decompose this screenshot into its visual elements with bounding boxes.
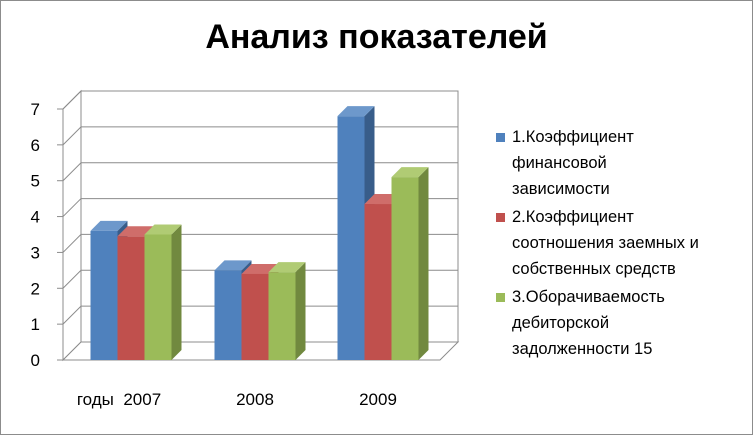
side-wall (62, 89, 82, 362)
y-tick-label: 3 (31, 243, 40, 262)
bar-top (144, 224, 182, 235)
gridline (62, 198, 458, 217)
gridline (62, 269, 458, 289)
legend-swatch (496, 133, 505, 142)
x-tick-label: годы 2007 (77, 390, 161, 409)
bar (268, 272, 296, 360)
bar-top (268, 262, 306, 273)
bar (241, 273, 269, 360)
y-tick-label: 4 (31, 208, 40, 227)
legend-item: 1.Коэффициент финансовой зависимости (492, 124, 747, 202)
x-tick-label: 2008 (236, 390, 274, 409)
bar-top (90, 220, 128, 231)
gridline (62, 305, 458, 325)
y-tick-label: 1 (31, 315, 40, 334)
y-tick-label: 6 (31, 136, 40, 155)
bar-top (214, 260, 252, 271)
bar-top (337, 106, 375, 117)
bar (337, 116, 365, 361)
y-tick-label: 0 (31, 351, 40, 370)
y-tick-label: 5 (31, 172, 40, 191)
legend-item: 2.Коэффициент соотношения заемных и собс… (492, 204, 747, 282)
bar (90, 230, 118, 360)
bar (117, 236, 145, 360)
legend-label: 1.Коэффициент финансовой зависимости (512, 128, 634, 198)
x-tick-label: 2009 (359, 390, 397, 409)
bar-side (418, 167, 429, 360)
gridline (62, 90, 458, 110)
bar-side (295, 262, 306, 360)
bar (214, 270, 242, 360)
legend-label: 2.Коэффициент соотношения заемных и собс… (512, 208, 699, 278)
gridline (62, 233, 458, 253)
gridline (62, 162, 458, 182)
legend-label: 3.Оборачиваемость дебиторской задолженно… (512, 288, 665, 358)
legend: 1.Коэффициент финансовой зависимости 2.Ко… (492, 124, 747, 364)
legend-swatch (496, 213, 505, 222)
chart-title: Анализ показателей (205, 18, 548, 56)
bar (144, 234, 172, 360)
legend-swatch (496, 293, 505, 302)
gridline (62, 126, 458, 146)
bar (391, 177, 419, 360)
legend-item: 3.Оборачиваемость дебиторской задолженно… (492, 284, 747, 362)
bar-top (391, 167, 429, 178)
y-tick-label: 7 (31, 100, 40, 119)
y-tick-label: 2 (31, 279, 40, 298)
bar (364, 204, 392, 360)
bar-side (171, 224, 182, 360)
